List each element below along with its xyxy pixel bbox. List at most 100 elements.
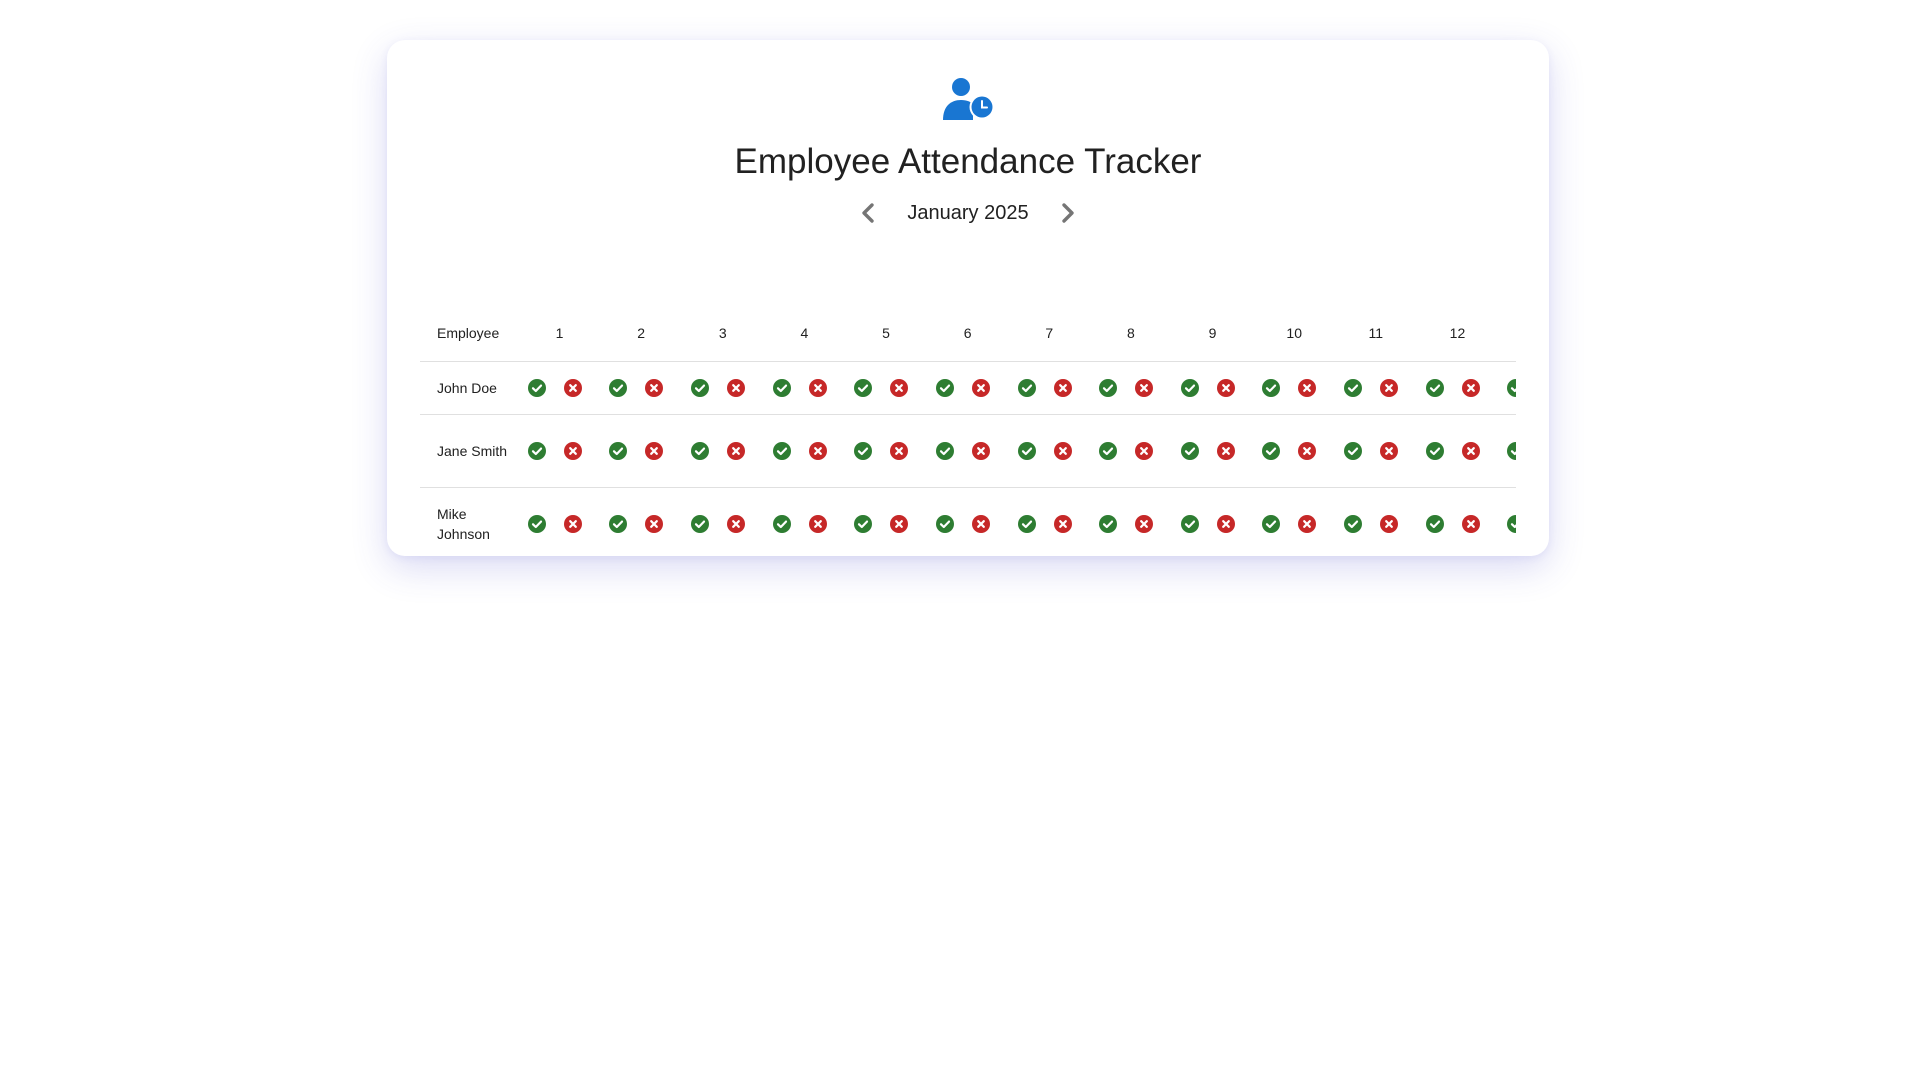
x-circle-icon[interactable] — [563, 441, 582, 460]
day-cell — [927, 414, 1009, 487]
x-circle-icon[interactable] — [1216, 378, 1235, 397]
x-circle-icon[interactable] — [1380, 378, 1399, 397]
day-column-header: 11 — [1368, 325, 1384, 342]
x-circle-icon[interactable] — [1380, 514, 1399, 533]
check-circle-icon[interactable] — [935, 441, 954, 460]
x-circle-icon[interactable] — [1380, 441, 1399, 460]
x-circle-icon[interactable] — [971, 378, 990, 397]
x-circle-icon[interactable] — [1053, 514, 1072, 533]
check-circle-icon[interactable] — [1344, 514, 1363, 533]
check-circle-icon[interactable] — [854, 441, 873, 460]
day-cell — [927, 361, 1009, 414]
next-month-button[interactable] — [1053, 198, 1083, 228]
x-circle-icon[interactable] — [1053, 441, 1072, 460]
day-column-header: 3 — [718, 325, 727, 342]
check-circle-icon[interactable] — [772, 441, 791, 460]
check-circle-icon[interactable] — [772, 378, 791, 397]
check-circle-icon[interactable] — [1262, 514, 1281, 533]
check-circle-icon[interactable] — [691, 441, 710, 460]
check-circle-icon[interactable] — [772, 514, 791, 533]
day-cell — [519, 487, 601, 556]
x-circle-icon[interactable] — [727, 378, 746, 397]
x-circle-icon[interactable] — [1298, 378, 1317, 397]
check-circle-icon[interactable] — [1344, 441, 1363, 460]
check-circle-icon[interactable] — [691, 514, 710, 533]
x-circle-icon[interactable] — [1461, 514, 1480, 533]
check-circle-icon[interactable] — [1180, 378, 1199, 397]
x-circle-icon[interactable] — [1298, 441, 1317, 460]
check-circle-icon[interactable] — [1344, 378, 1363, 397]
attendance-table-container[interactable]: Employee 1 2 3 4 5 6 7 8 9 10 11 12 John… — [420, 306, 1516, 556]
check-circle-icon[interactable] — [1425, 378, 1444, 397]
x-circle-icon[interactable] — [808, 514, 827, 533]
check-circle-icon[interactable] — [609, 441, 628, 460]
day-cell — [1498, 414, 1516, 487]
x-circle-icon[interactable] — [890, 441, 909, 460]
check-circle-icon[interactable] — [1507, 378, 1516, 397]
employee-name: Jane Smith — [437, 442, 508, 459]
check-circle-icon[interactable] — [527, 441, 546, 460]
x-circle-icon[interactable] — [1053, 378, 1072, 397]
check-circle-icon[interactable] — [1425, 441, 1444, 460]
check-circle-icon[interactable] — [1099, 441, 1118, 460]
x-circle-icon[interactable] — [808, 441, 827, 460]
day-cell — [1172, 487, 1254, 556]
check-circle-icon[interactable] — [1180, 514, 1199, 533]
check-circle-icon[interactable] — [527, 514, 546, 533]
check-circle-icon[interactable] — [1262, 441, 1281, 460]
check-circle-icon[interactable] — [1017, 514, 1036, 533]
check-circle-icon[interactable] — [691, 378, 710, 397]
check-circle-icon[interactable] — [854, 514, 873, 533]
check-circle-icon[interactable] — [1017, 441, 1036, 460]
day-cell — [927, 487, 1009, 556]
x-circle-icon[interactable] — [727, 514, 746, 533]
check-circle-icon[interactable] — [609, 378, 628, 397]
x-circle-icon[interactable] — [890, 378, 909, 397]
x-circle-icon[interactable] — [1135, 378, 1154, 397]
table-row: John Doe — [420, 361, 1516, 414]
day-column-header: 6 — [963, 325, 972, 342]
check-circle-icon[interactable] — [854, 378, 873, 397]
x-circle-icon[interactable] — [890, 514, 909, 533]
x-circle-icon[interactable] — [971, 514, 990, 533]
check-circle-icon[interactable] — [1262, 378, 1281, 397]
chevron-right-icon — [1062, 203, 1074, 223]
x-circle-icon[interactable] — [1461, 441, 1480, 460]
check-circle-icon[interactable] — [1099, 514, 1118, 533]
check-circle-icon[interactable] — [935, 514, 954, 533]
check-circle-icon[interactable] — [1507, 441, 1516, 460]
check-circle-icon[interactable] — [527, 378, 546, 397]
x-circle-icon[interactable] — [1461, 378, 1480, 397]
x-circle-icon[interactable] — [645, 441, 664, 460]
x-circle-icon[interactable] — [808, 378, 827, 397]
day-cell — [1253, 361, 1335, 414]
check-circle-icon[interactable] — [609, 514, 628, 533]
prev-month-button[interactable] — [853, 198, 883, 228]
x-circle-icon[interactable] — [1298, 514, 1317, 533]
x-circle-icon[interactable] — [971, 441, 990, 460]
x-circle-icon[interactable] — [1135, 514, 1154, 533]
day-cell — [600, 361, 682, 414]
day-cell — [1335, 487, 1417, 556]
day-cell — [1335, 361, 1417, 414]
check-circle-icon[interactable] — [1099, 378, 1118, 397]
attendance-table: Employee 1 2 3 4 5 6 7 8 9 10 11 12 John… — [420, 306, 1516, 556]
x-circle-icon[interactable] — [645, 378, 664, 397]
x-circle-icon[interactable] — [1135, 441, 1154, 460]
check-circle-icon[interactable] — [1180, 441, 1199, 460]
x-circle-icon[interactable] — [1216, 514, 1235, 533]
x-circle-icon[interactable] — [1216, 441, 1235, 460]
check-circle-icon[interactable] — [935, 378, 954, 397]
x-circle-icon[interactable] — [645, 514, 664, 533]
x-circle-icon[interactable] — [727, 441, 746, 460]
check-circle-icon[interactable] — [1507, 514, 1516, 533]
check-circle-icon[interactable] — [1425, 514, 1444, 533]
attendance-card: Employee Attendance Tracker January 2025 — [387, 40, 1549, 556]
x-circle-icon[interactable] — [563, 378, 582, 397]
day-cell — [600, 487, 682, 556]
employee-name: Mike Johnson — [437, 505, 490, 542]
day-cell — [519, 361, 601, 414]
check-circle-icon[interactable] — [1017, 378, 1036, 397]
x-circle-icon[interactable] — [563, 514, 582, 533]
month-navigation: January 2025 — [387, 195, 1549, 231]
